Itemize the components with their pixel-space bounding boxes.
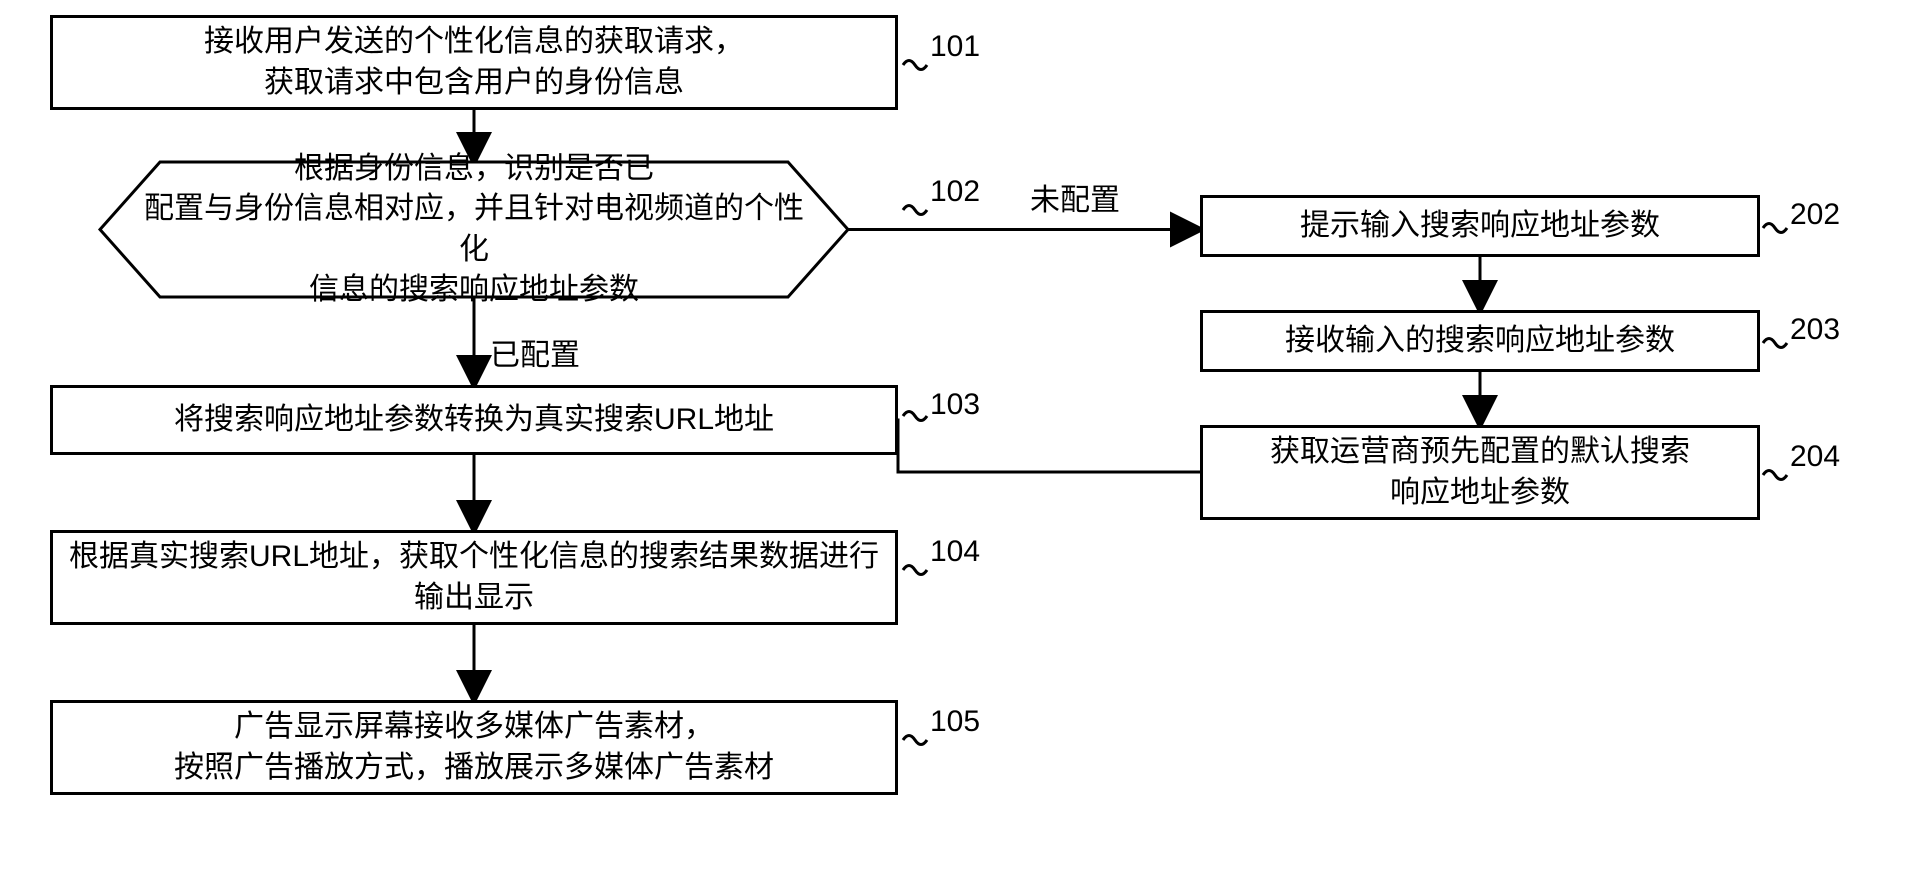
step-label-103: 103: [930, 388, 980, 422]
step-label-104: 104: [930, 535, 980, 569]
step-label-203: 203: [1790, 313, 1840, 347]
flow-node-n103: 将搜索响应地址参数转换为真实搜索URL地址: [50, 385, 898, 455]
step-label-204: 204: [1790, 440, 1840, 474]
branch-label-configured: 已配置: [490, 330, 580, 374]
flow-node-n203: 接收输入的搜索响应地址参数: [1200, 310, 1760, 372]
flow-node-n101: 接收用户发送的个性化信息的获取请求， 获取请求中包含用户的身份信息: [50, 15, 898, 110]
step-label-202: 202: [1790, 198, 1840, 232]
branch-label-not_configured: 未配置: [1030, 175, 1120, 219]
flow-node-n202: 提示输入搜索响应地址参数: [1200, 195, 1760, 257]
flow-node-n105: 广告显示屏幕接收多媒体广告素材， 按照广告播放方式，播放展示多媒体广告素材: [50, 700, 898, 795]
step-label-105: 105: [930, 705, 980, 739]
flowchart-canvas: 接收用户发送的个性化信息的获取请求， 获取请求中包含用户的身份信息 101 根据身份…: [0, 0, 1920, 876]
diamond-node-text: 根据身份信息，识别是否已 配置与身份信息相对应，并且针对电视频道的个性化 信息的…: [140, 162, 808, 297]
step-label-101: 101: [930, 30, 980, 64]
flow-node-n104: 根据真实搜索URL地址，获取个性化信息的搜索结果数据进行 输出显示: [50, 530, 898, 625]
flow-node-n204: 获取运营商预先配置的默认搜索 响应地址参数: [1200, 425, 1760, 520]
step-label-102: 102: [930, 175, 980, 209]
